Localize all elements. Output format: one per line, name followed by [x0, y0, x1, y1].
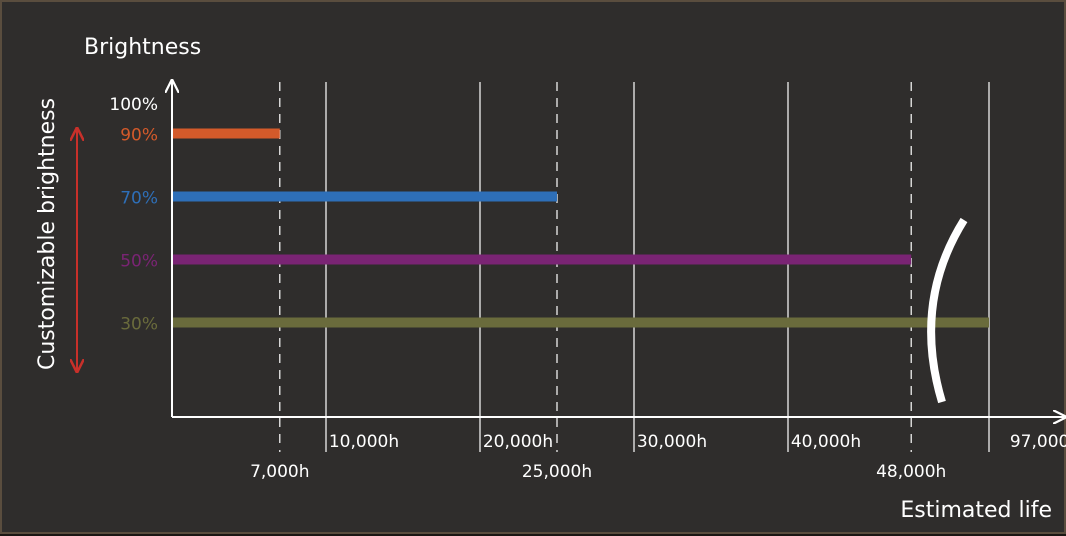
y-tick-label-30: 30%	[120, 315, 158, 335]
x-tick-label-0: 10,000h	[329, 432, 399, 452]
x-tick-label-2: 30,000h	[637, 432, 707, 452]
bars	[172, 128, 989, 328]
customizable-brightness-label: Customizable brightness	[35, 98, 60, 370]
bar-50	[172, 254, 912, 265]
axis-break-mark	[927, 217, 968, 404]
x-tick-labels: 10,000h 20,000h 30,000h 40,000h 97,000h 7,000…	[250, 432, 1066, 482]
x-marker-label-0: 7,000h	[250, 462, 309, 482]
x-tick-label-3: 40,000h	[791, 432, 861, 452]
x-marker-label-1: 25,000h	[522, 462, 592, 482]
bar-30	[172, 317, 989, 328]
x-tick-label-1: 20,000h	[483, 432, 553, 452]
y-axis-title: Brightness	[84, 35, 201, 60]
x-tick-label-4: 97,000h	[1010, 432, 1066, 452]
x-marker-label-2: 48,000h	[876, 462, 946, 482]
bar-90	[172, 128, 280, 139]
y-tick-label-50: 50%	[120, 252, 158, 272]
y-tick-label-100: 100%	[109, 95, 158, 115]
y-tick-labels: 90% 70% 50% 30%	[120, 126, 158, 335]
bar-70	[172, 191, 557, 202]
y-tick-label-90: 90%	[120, 126, 158, 146]
grid-lines	[279, 82, 990, 452]
x-axis-title: Estimated life	[900, 498, 1052, 523]
y-tick-label-70: 70%	[120, 189, 158, 209]
